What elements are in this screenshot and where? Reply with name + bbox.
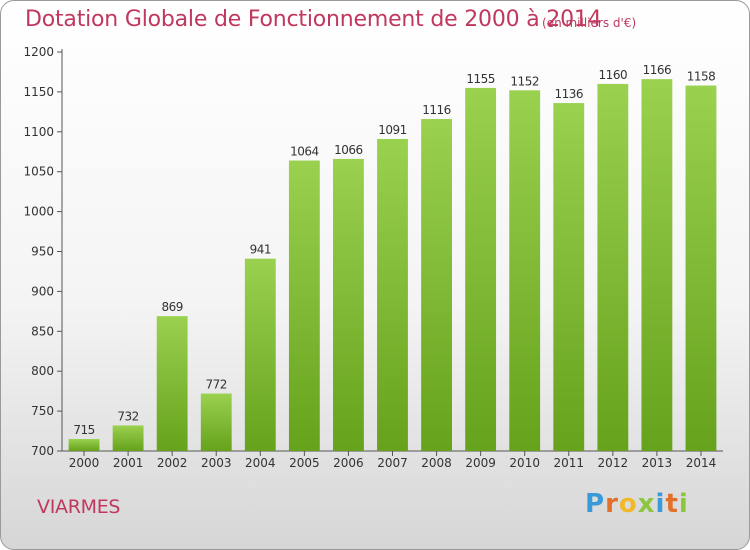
bar xyxy=(333,158,364,451)
bar xyxy=(244,258,276,451)
y-tick-label: 1200 xyxy=(23,45,54,59)
x-tick-label: 2011 xyxy=(553,456,584,470)
y-tick-label: 1150 xyxy=(23,85,54,99)
bar xyxy=(288,160,320,451)
x-tick-label: 2008 xyxy=(421,456,452,470)
x-tick-label: 2004 xyxy=(245,456,276,470)
y-tick-label: 1050 xyxy=(23,165,54,179)
x-tick-label: 2001 xyxy=(113,456,144,470)
bar-value-label: 941 xyxy=(250,243,271,257)
bar-value-label: 1155 xyxy=(466,72,495,86)
x-tick-label: 2010 xyxy=(509,456,540,470)
bar-value-label: 715 xyxy=(73,423,94,437)
y-tick-label: 700 xyxy=(31,444,54,458)
logo-letter: i xyxy=(678,489,689,519)
x-tick-label: 2002 xyxy=(157,456,188,470)
y-tick-label: 850 xyxy=(31,324,54,338)
bars-group: 715 732 869 772 941 1064 1066 1091 1116 1155 1152 1… xyxy=(68,63,717,452)
y-tick-label: 950 xyxy=(31,245,54,259)
bar-value-label: 869 xyxy=(161,300,182,314)
chart-title: Dotation Globale de Fonctionnement de 20… xyxy=(25,7,602,32)
y-tick-label: 1000 xyxy=(23,205,54,219)
bar xyxy=(421,119,452,452)
y-axis: 700 750 800 850 900 950 1000 1050 1100 1150 1200 xyxy=(23,45,63,458)
bar xyxy=(112,425,144,451)
bar-value-label: 1091 xyxy=(378,123,407,137)
bar xyxy=(597,83,629,452)
y-tick-label: 900 xyxy=(31,284,54,298)
x-tick-label: 2003 xyxy=(201,456,232,470)
bar-value-label: 1064 xyxy=(290,145,319,159)
y-tick-label: 750 xyxy=(31,404,54,418)
logo-letter: i xyxy=(655,489,666,519)
bar xyxy=(68,439,100,451)
logo-letter: t xyxy=(665,489,679,519)
logo-letter: P xyxy=(585,489,606,519)
bar-value-label: 1160 xyxy=(599,68,628,82)
x-tick-label: 2000 xyxy=(69,456,100,470)
x-tick-label: 2005 xyxy=(289,456,320,470)
bar-value-label: 1158 xyxy=(687,70,716,84)
proxiti-logo: Proxiti xyxy=(585,489,689,519)
y-tick-label: 1100 xyxy=(23,125,54,139)
bar xyxy=(200,393,232,451)
x-tick-label: 2013 xyxy=(642,456,673,470)
bar-value-label: 1136 xyxy=(554,87,583,101)
bar xyxy=(509,90,541,451)
y-tick-label: 800 xyxy=(31,364,54,378)
logo-letter: x xyxy=(637,489,656,519)
bar-value-label: 1166 xyxy=(643,63,672,77)
bar-value-label: 1116 xyxy=(422,103,451,117)
x-tick-label: 2014 xyxy=(686,456,717,470)
x-tick-label: 2007 xyxy=(377,456,408,470)
bar-value-label: 732 xyxy=(117,409,138,423)
bar xyxy=(685,85,717,452)
bar-value-label: 772 xyxy=(206,378,227,392)
bar xyxy=(465,87,497,451)
commune-name: VIARMES xyxy=(37,496,121,518)
logo-letter: r xyxy=(605,489,619,519)
x-tick-label: 2006 xyxy=(333,456,364,470)
bar-value-label: 1066 xyxy=(334,143,363,157)
x-tick-label: 2009 xyxy=(465,456,496,470)
bar xyxy=(553,103,585,452)
logo-letter: o xyxy=(618,489,638,519)
chart-subtitle: (en milliers d'€) xyxy=(542,16,637,30)
bar xyxy=(156,316,188,451)
bar-value-label: 1152 xyxy=(510,74,539,88)
x-axis: 2000 2001 2002 2003 2004 2005 2006 2007 2008 2009… xyxy=(62,450,723,470)
x-tick-label: 2012 xyxy=(598,456,629,470)
bar xyxy=(377,138,408,451)
bar xyxy=(641,79,673,451)
